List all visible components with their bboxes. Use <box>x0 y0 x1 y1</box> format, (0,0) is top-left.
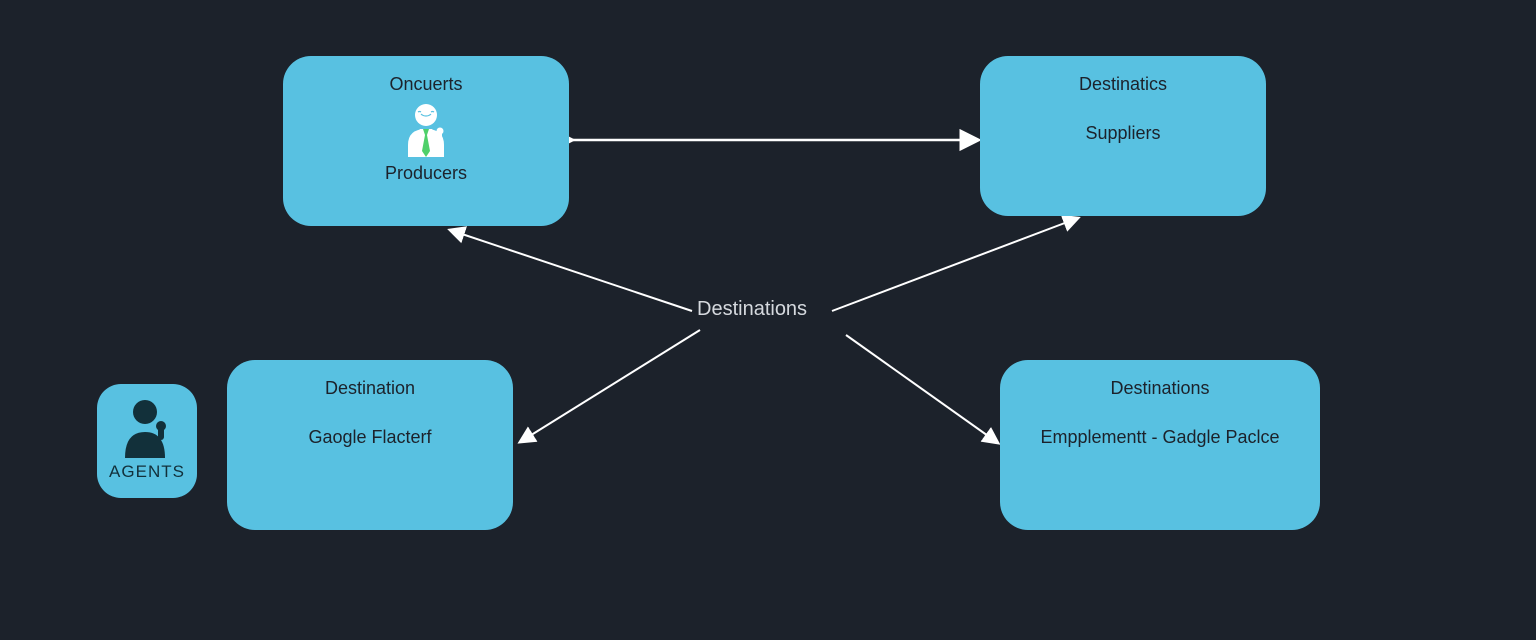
node-subtitle: Suppliers <box>980 123 1266 144</box>
person-icon <box>398 101 454 157</box>
node-subtitle: Producers <box>283 163 569 184</box>
center-label: Destinations <box>697 298 807 321</box>
node-destination-left: Destination Gaogle Flacterf <box>227 360 513 530</box>
agents-badge: AGENTS <box>97 384 197 498</box>
node-subtitle: Empplementt - Gadgle Paclce <box>1000 427 1320 448</box>
agents-label: AGENTS <box>97 462 197 482</box>
node-title: Oncuerts <box>283 74 569 95</box>
diagram-canvas: Oncuerts Producers Destinatics Suppliers <box>0 0 1536 640</box>
node-title: Destinations <box>1000 378 1320 399</box>
node-destination-right: Destinations Empplementt - Gadgle Paclce <box>1000 360 1320 530</box>
node-subtitle: Gaogle Flacterf <box>227 427 513 448</box>
node-suppliers: Destinatics Suppliers <box>980 56 1266 216</box>
agent-icon <box>117 392 177 462</box>
node-producers: Oncuerts Producers <box>283 56 569 226</box>
node-title: Destinatics <box>980 74 1266 95</box>
node-title: Destination <box>227 378 513 399</box>
